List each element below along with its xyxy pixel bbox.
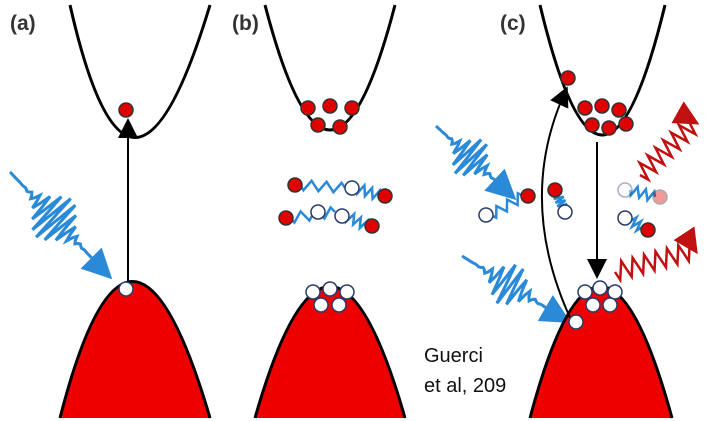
panel-label: (b) bbox=[232, 12, 259, 35]
wave bbox=[300, 181, 345, 192]
wave bbox=[491, 193, 523, 217]
panel-label: (c) bbox=[500, 12, 526, 35]
citation: Guerci bbox=[424, 345, 483, 367]
diagram: (a) (b) (c) Guerci et al, 209 bbox=[0, 0, 708, 421]
bands bbox=[60, 5, 672, 418]
arrows bbox=[128, 90, 597, 322]
wave bbox=[640, 117, 696, 179]
wave bbox=[357, 185, 380, 198]
citation: et al, 209 bbox=[424, 375, 506, 397]
wave bbox=[630, 187, 655, 200]
wave bbox=[615, 242, 695, 280]
wave bbox=[436, 126, 512, 196]
wave bbox=[10, 172, 108, 275]
carriers bbox=[119, 71, 667, 329]
panel-label: (a) bbox=[10, 12, 36, 35]
